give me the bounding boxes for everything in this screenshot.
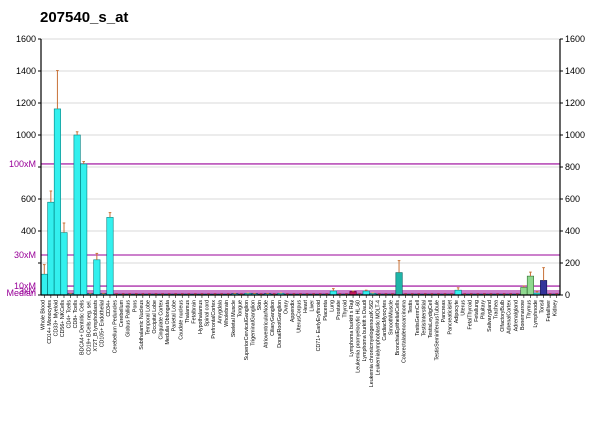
svg-text:Trachea: Trachea — [494, 300, 500, 319]
svg-text:Temporal Lobe: Temporal Lobe — [145, 300, 151, 335]
svg-text:Cerebellum Peduncles: Cerebellum Peduncles — [113, 300, 119, 354]
svg-text:Liver: Liver — [310, 300, 316, 312]
svg-text:FetalThyroid: FetalThyroid — [467, 300, 473, 329]
svg-text:OlfactoryBulb: OlfactoryBulb — [500, 300, 506, 332]
svg-text:Appendix: Appendix — [290, 300, 296, 322]
svg-text:SuperiorCervicalGanglion: SuperiorCervicalGanglion — [244, 300, 250, 360]
svg-text:1000: 1000 — [565, 130, 585, 140]
svg-text:Leukemialymphoblastic MOLT-4: Leukemialymphoblastic MOLT-4 — [375, 300, 381, 375]
svg-text:Caudate nucleus: Caudate nucleus — [178, 300, 184, 340]
svg-text:Wholebrain: Wholebrain — [224, 300, 230, 327]
svg-text:BronchialEpithelialCells: BronchialEpithelialCells — [395, 300, 401, 356]
svg-text:CD33+ Myeloid: CD33+ Myeloid — [53, 300, 59, 336]
svg-text:400: 400 — [565, 226, 580, 236]
svg-text:Placenta: Placenta — [323, 300, 329, 321]
svg-text:AtrioventricularNode: AtrioventricularNode — [264, 300, 270, 348]
svg-text:200: 200 — [565, 258, 580, 268]
svg-text:TestisSeminiferousTubule: TestisSeminiferousTubule — [434, 300, 440, 361]
svg-text:1400: 1400 — [565, 66, 585, 76]
svg-text:1200: 1200 — [565, 98, 585, 108]
svg-text:CD4+ Tcells: CD4+ Tcells — [67, 300, 73, 329]
svg-text:Salivarygland: Salivarygland — [487, 300, 493, 332]
svg-text:Lung: Lung — [329, 300, 335, 312]
svg-text:Hypothalamus: Hypothalamus — [198, 300, 204, 334]
svg-text:AdrenalCortex: AdrenalCortex — [507, 300, 513, 334]
svg-text:Fetalbrain: Fetalbrain — [191, 300, 197, 324]
svg-text:Testis: Testis — [408, 300, 414, 314]
svg-text:CD14+ Monocytes: CD14+ Monocytes — [47, 300, 53, 344]
svg-text:Medulla Oblongata: Medulla Oblongata — [165, 300, 171, 345]
svg-text:Tonsil: Tonsil — [540, 300, 546, 314]
svg-text:Leukemia promyelocytic HL-60: Leukemia promyelocytic HL-60 — [356, 300, 362, 373]
svg-text:CD56+ NKCells: CD56+ NKCells — [60, 300, 66, 338]
svg-text:Colorectaladenocarcinoma: Colorectaladenocarcinoma — [402, 300, 408, 363]
svg-text:Subthalamic Nucleus: Subthalamic Nucleus — [139, 300, 145, 350]
svg-text:CD71+ EarlyErythroid: CD71+ EarlyErythroid — [316, 300, 322, 351]
svg-text:PrefrontalCortex: PrefrontalCortex — [211, 300, 217, 339]
svg-text:Bonemarrow: Bonemarrow — [520, 300, 526, 330]
svg-text:Thymus: Thymus — [526, 300, 532, 319]
svg-text:1200: 1200 — [16, 98, 36, 108]
svg-text:TrigeminalGanglion: TrigeminalGanglion — [251, 300, 257, 346]
svg-text:X72T_B lymphoblasts: X72T_B lymphoblasts — [93, 300, 99, 352]
svg-text:CD19+ BCells neg. sel.: CD19+ BCells neg. sel. — [86, 300, 92, 355]
svg-text:Adipocyte: Adipocyte — [454, 300, 460, 323]
svg-text:Fetallung: Fetallung — [474, 300, 480, 322]
svg-text:Cerebellum: Cerebellum — [119, 299, 125, 327]
svg-text:10xM: 10xM — [14, 281, 36, 291]
svg-text:CD34+: CD34+ — [106, 300, 112, 317]
svg-text:Uterus: Uterus — [461, 300, 467, 316]
svg-text:Lymphoma burkitt s Raji: Lymphoma burkitt s Raji — [349, 300, 355, 357]
svg-text:207540_s_at: 207540_s_at — [40, 9, 128, 26]
svg-text:Pancreaticislet: Pancreaticislet — [448, 299, 454, 334]
svg-text:1400: 1400 — [16, 66, 36, 76]
svg-text:Fetalliver: Fetalliver — [546, 300, 552, 322]
svg-text:Parietal Lobe: Parietal Lobe — [172, 300, 178, 331]
svg-text:Kidney: Kidney — [553, 300, 559, 317]
svg-text:TestisInterstitial: TestisInterstitial — [421, 300, 427, 336]
svg-text:CardiacMyocytes: CardiacMyocytes — [382, 300, 388, 341]
svg-text:DorsalRootGanglion: DorsalRootGanglion — [277, 300, 283, 348]
svg-text:Tongue: Tongue — [237, 300, 243, 317]
svg-text:600: 600 — [565, 194, 580, 204]
svg-text:Skeletal Muscle: Skeletal Muscle — [231, 300, 237, 337]
svg-text:1000: 1000 — [16, 130, 36, 140]
svg-text:1600: 1600 — [16, 34, 36, 44]
svg-text:CD8+ Tcells: CD8+ Tcells — [73, 300, 79, 329]
svg-text:Pituitary: Pituitary — [480, 300, 486, 319]
svg-text:Cingulate Cortex: Cingulate Cortex — [159, 300, 165, 340]
svg-text:CiliaryGanglion: CiliaryGanglion — [270, 300, 276, 336]
svg-text:100xM: 100xM — [9, 159, 36, 169]
svg-text:Spinal cord: Spinal cord — [205, 300, 211, 327]
svg-text:Thalamus: Thalamus — [185, 300, 191, 324]
svg-text:Heart: Heart — [303, 299, 309, 312]
svg-text:Globus Pallidus: Globus Pallidus — [126, 300, 132, 337]
svg-text:CD105+ Endothelial: CD105+ Endothelial — [99, 300, 105, 347]
svg-text:800: 800 — [565, 162, 580, 172]
svg-text:Skin: Skin — [257, 300, 263, 310]
svg-text:1600: 1600 — [565, 34, 585, 44]
svg-text:Pancreas: Pancreas — [441, 300, 447, 323]
svg-text:Occipital Lobe: Occipital Lobe — [152, 300, 158, 334]
svg-text:TestisLeydigCell: TestisLeydigCell — [428, 300, 434, 338]
svg-text:BDCA4+ Dentritic Cells: BDCA4+ Dentritic Cells — [80, 300, 86, 355]
svg-text:0: 0 — [565, 290, 570, 300]
svg-text:Pons: Pons — [132, 300, 138, 312]
svg-text:Amygdala: Amygdala — [218, 300, 224, 324]
svg-text:Whole Blood: Whole Blood — [40, 300, 46, 330]
svg-text:UterusCorpus: UterusCorpus — [297, 300, 303, 333]
svg-text:TestisGermCell: TestisGermCell — [415, 300, 421, 336]
svg-text:Prostate: Prostate — [336, 300, 342, 320]
svg-text:Lymphoma burkitt s Daudi: Lymphoma burkitt s Daudi — [362, 300, 368, 361]
svg-text:SmoothMuscle: SmoothMuscle — [388, 300, 394, 335]
svg-text:Thyroid: Thyroid — [342, 300, 348, 318]
svg-text:Ovary: Ovary — [283, 300, 289, 314]
svg-text:Leukemia chronicmyelogenousK-5: Leukemia chronicmyelogenousK-562 — [369, 300, 375, 387]
svg-text:30xM: 30xM — [14, 250, 36, 260]
svg-text:Lymphnode: Lymphnode — [533, 300, 539, 328]
svg-text:Adrenalgland: Adrenalgland — [513, 300, 519, 331]
svg-text:400: 400 — [21, 226, 36, 236]
svg-text:600: 600 — [21, 194, 36, 204]
